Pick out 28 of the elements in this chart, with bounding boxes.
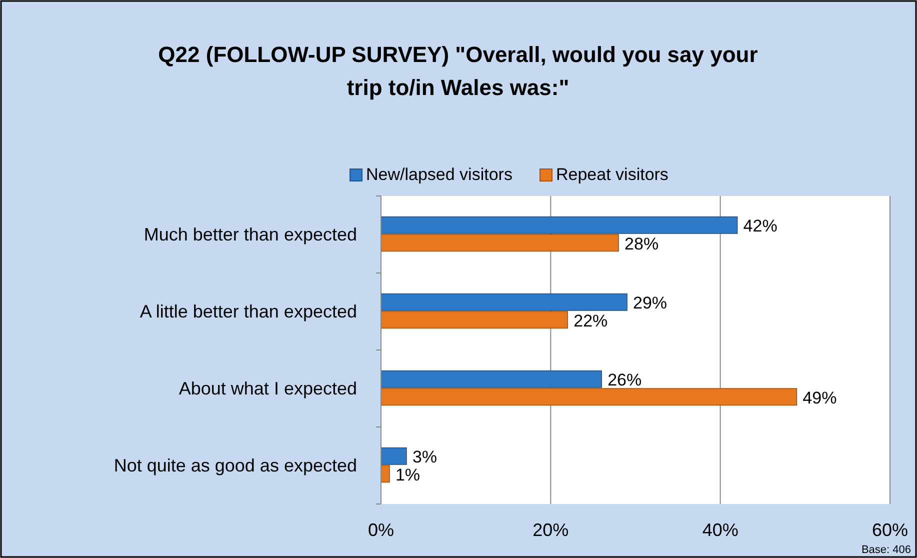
bar <box>380 216 738 234</box>
y-tick-label: About what I expected <box>178 378 357 398</box>
bar <box>380 311 568 329</box>
data-label: 3% <box>412 448 438 467</box>
legend-label: Repeat visitors <box>556 165 668 184</box>
text: Base: 406 <box>861 544 911 556</box>
y-tick-label: Much better than expected <box>144 224 357 244</box>
x-tick-label: 60% <box>872 520 908 540</box>
chart-title: Q22 (FOLLOW-UP SURVEY) "Overall, would you say your trip to/in Wales was:" <box>158 42 758 100</box>
data-label: 1% <box>395 465 420 484</box>
data-label: 29% <box>633 294 668 313</box>
bar <box>380 234 619 252</box>
x-tick-label: 40% <box>702 520 738 540</box>
bar <box>380 465 390 483</box>
data-label: 42% <box>743 216 778 236</box>
data-label: 26% <box>608 370 642 390</box>
x-tick-label: 0% <box>368 520 394 540</box>
bar <box>380 293 628 311</box>
bar <box>380 447 407 465</box>
bar <box>380 388 798 406</box>
data-label: 28% <box>624 234 659 254</box>
y-tick-label: Not quite as good as expected <box>114 456 357 476</box>
bar <box>380 370 602 388</box>
data-label: 49% <box>802 388 837 408</box>
legend-label: New/lapsed visitors <box>366 165 512 184</box>
x-tick-label: 20% <box>532 520 569 540</box>
y-tick-label: A little better than expected <box>140 302 357 322</box>
data-label: 22% <box>574 311 608 330</box>
